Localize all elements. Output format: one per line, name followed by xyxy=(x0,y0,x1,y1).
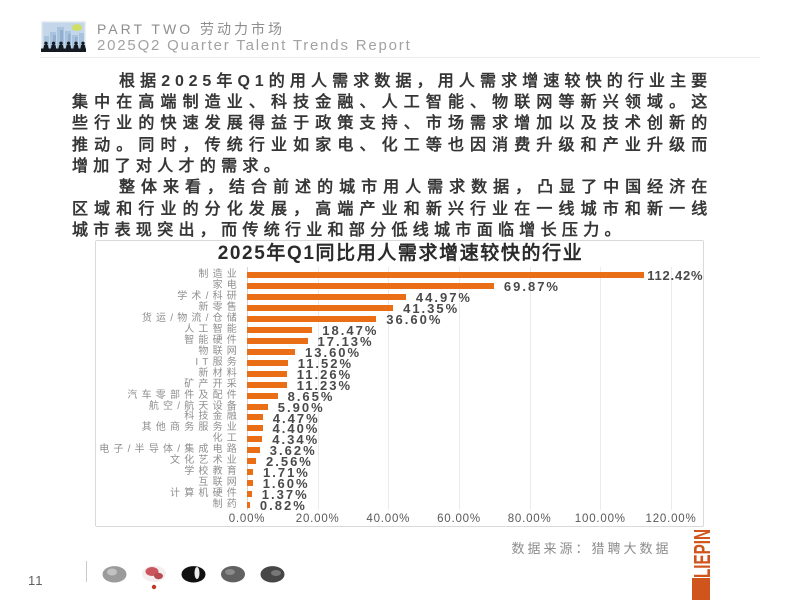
svg-text:LIEPIN: LIEPIN xyxy=(689,529,715,578)
